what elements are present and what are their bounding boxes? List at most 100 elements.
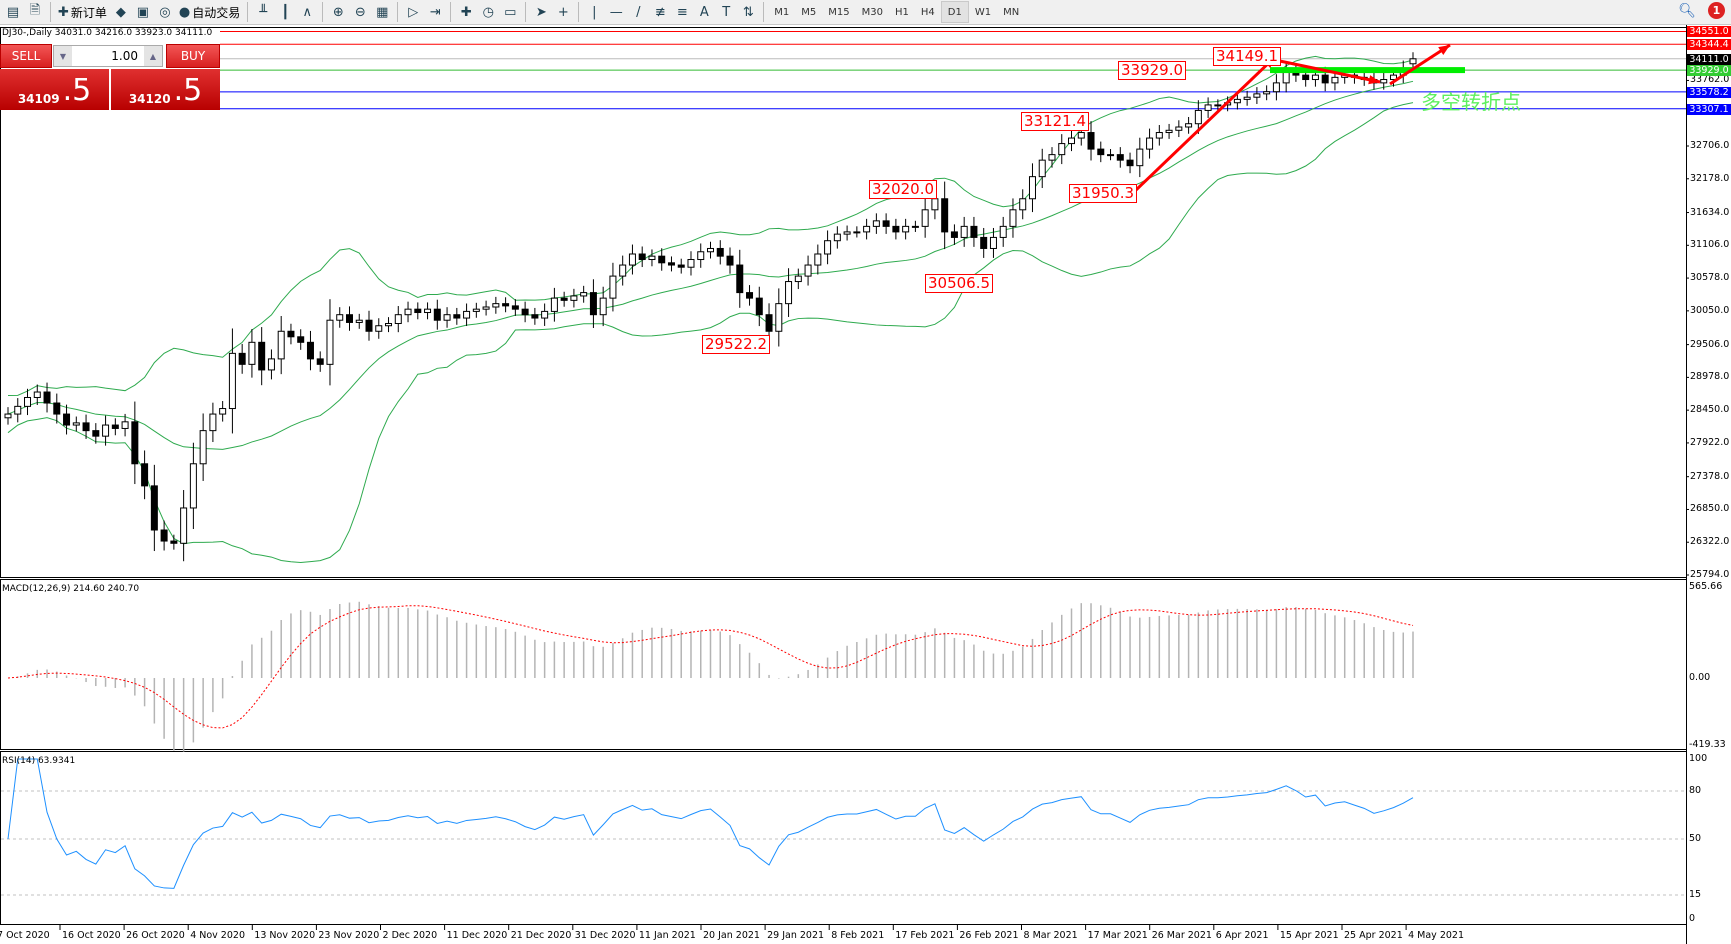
candle-body [1077, 132, 1085, 139]
trend-arrow [1134, 55, 1277, 192]
candle-body [921, 209, 929, 227]
text-icon[interactable]: A [699, 4, 709, 20]
toolbar-right: 🔍︎ 1 [1678, 2, 1725, 19]
trend-arrow [1389, 43, 1451, 86]
candle-body [345, 314, 353, 323]
sell-price[interactable]: 34109.5 [0, 69, 109, 110]
indicators-icon[interactable]: ✚ [460, 4, 472, 20]
metaeditor-icon[interactable]: ◆ [115, 4, 126, 20]
timeframe-d1[interactable]: D1 [940, 1, 969, 23]
sell-button[interactable]: SELL [0, 44, 52, 68]
macd-signal-line [7, 605, 1414, 729]
candle-body [141, 463, 149, 487]
profiles-icon[interactable]: 🗎 [29, 3, 41, 18]
zoom-out-icon[interactable]: ⊖ [354, 4, 366, 20]
date-axis-label: 21 Dec 2020 [510, 930, 572, 941]
zoom-in-icon[interactable]: ⊕ [332, 4, 344, 20]
candle-body [336, 314, 344, 321]
date-axis-label: 23 Nov 2020 [318, 930, 380, 941]
candle-body [414, 308, 422, 314]
templates-icon[interactable]: ▭ [504, 4, 517, 20]
cursor-icon[interactable]: ➤ [535, 4, 547, 20]
timeframe-w1[interactable]: W1 [974, 6, 992, 18]
notification-badge[interactable]: 1 [1708, 2, 1725, 19]
candle-body [1233, 98, 1241, 104]
trendline-icon[interactable]: / [636, 4, 641, 20]
fibo-fan-icon[interactable]: ≡ [676, 4, 688, 20]
candle-body [355, 319, 363, 323]
candle-body [677, 264, 685, 268]
candle-body [4, 413, 12, 419]
tile-windows-icon[interactable]: ▦ [376, 4, 389, 20]
candle-body [785, 281, 793, 305]
rsi-axis-label: 100 [1689, 753, 1708, 764]
candle-body [911, 225, 919, 228]
candlestick-icon[interactable]: ┃ [281, 4, 290, 20]
candle-body [63, 413, 71, 426]
navigator-icon[interactable]: ▣ [136, 4, 150, 20]
toolbar-separator [525, 2, 527, 22]
candle-body [316, 358, 324, 365]
candle-body [1282, 71, 1290, 84]
auto-trade-label: 自动交易 [192, 5, 241, 20]
text-label-icon[interactable]: T [722, 4, 731, 20]
date-axis-label: 7 Oct 2020 [0, 930, 50, 941]
signals-icon[interactable]: ◎ [159, 4, 171, 20]
candle-body [1146, 137, 1154, 150]
crosshair-icon[interactable]: + [557, 4, 569, 20]
search-icon[interactable]: 🔍︎ [1678, 2, 1696, 19]
date-axis-label: 16 Oct 2020 [62, 930, 121, 941]
candle-body [1028, 176, 1036, 200]
candle-body [726, 255, 734, 266]
lot-value[interactable]: 1.00 [111, 49, 138, 63]
candle-body [580, 292, 588, 297]
chart-area[interactable] [0, 25, 1731, 944]
horizontal-line-icon[interactable]: — [609, 4, 623, 20]
timeframe-h4[interactable]: H4 [920, 6, 935, 18]
vertical-line-icon[interactable]: | [592, 4, 597, 20]
timeframe-m15[interactable]: M15 [828, 6, 850, 18]
chart-shift-icon[interactable]: ▷ [408, 4, 419, 20]
rsi-axis-label: 15 [1689, 889, 1702, 900]
timeframe-m30[interactable]: M30 [861, 6, 883, 18]
lot-size-input[interactable]: ▼ 1.00 ▲ [53, 45, 163, 67]
candle-body [1243, 96, 1251, 100]
candle-body [394, 314, 402, 325]
timeframe-h1[interactable]: H1 [895, 6, 909, 18]
candle-body [238, 352, 246, 365]
date-axis-label: 17 Mar 2021 [1087, 930, 1148, 941]
lot-decrease-button[interactable]: ▼ [54, 46, 72, 66]
timeframe-m5[interactable]: M5 [801, 6, 817, 18]
candle-body [843, 231, 851, 235]
candle-body [931, 198, 939, 211]
date-axis-label: 31 Dec 2020 [574, 930, 636, 941]
timeframe-mn[interactable]: MN [1003, 6, 1020, 18]
price-level-label: 34344.4 [1687, 39, 1731, 51]
price-axis-label: 28978.0 [1690, 371, 1730, 383]
timeframe-m1[interactable]: M1 [774, 6, 790, 18]
fibonacci-icon[interactable]: ≢ [654, 4, 666, 20]
new-chart-icon[interactable]: ▤ [6, 4, 20, 20]
bar-chart-icon[interactable]: ╨ [259, 4, 268, 20]
buy-price[interactable]: 34120.5 [111, 69, 220, 110]
line-chart-icon[interactable]: ∧ [302, 4, 313, 20]
candle-body [180, 507, 188, 544]
periods-icon[interactable]: ◷ [482, 4, 494, 20]
arrows-icon[interactable]: ⇅ [742, 4, 754, 20]
candle-body [160, 529, 168, 542]
candle-body [385, 323, 393, 327]
candle-body [950, 231, 958, 238]
candle-body [902, 225, 910, 233]
new-order-icon[interactable]: ✚ 新订单 [58, 4, 107, 20]
auto-trade-icon[interactable]: ● 自动交易 [178, 4, 241, 20]
candle-body [297, 336, 305, 343]
candle-body [814, 253, 822, 266]
candle-body [492, 303, 500, 308]
candle-body [628, 253, 636, 266]
buy-button[interactable]: BUY [166, 44, 220, 68]
candle-body [599, 297, 607, 316]
auto-scroll-icon[interactable]: ⇥ [429, 4, 441, 20]
lot-increase-button[interactable]: ▲ [144, 46, 162, 66]
date-axis-label: 26 Mar 2021 [1151, 930, 1212, 941]
rsi-line [7, 758, 1414, 889]
